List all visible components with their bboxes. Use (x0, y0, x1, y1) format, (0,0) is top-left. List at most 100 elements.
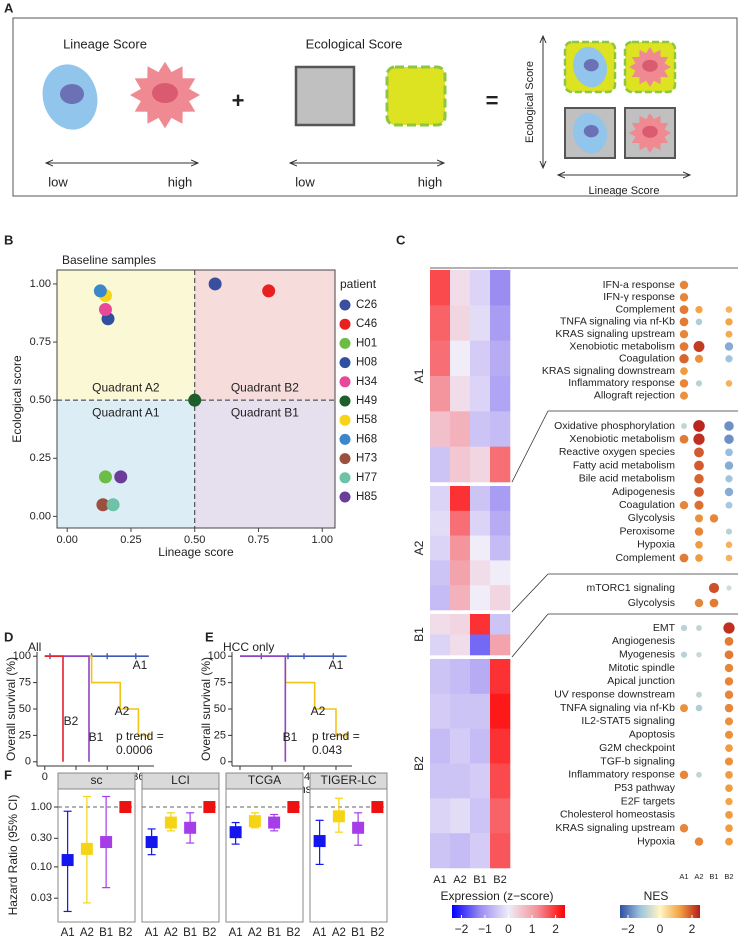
pathway-label: G2M checkpoint (599, 742, 675, 754)
pathway-label: Inflammatory response (568, 769, 675, 781)
nucleus (642, 125, 658, 138)
y-tick-label: 1.00 (31, 801, 52, 813)
connectors (430, 267, 738, 658)
point (93, 284, 107, 298)
heat-cell (430, 634, 451, 656)
curve-label: B2 (64, 714, 79, 728)
y-axis-title: Overall survival (%) (4, 657, 18, 761)
axis-text: low (48, 174, 68, 189)
legend-title: patient (340, 277, 377, 291)
legend-marker (339, 472, 351, 484)
legend-label: C46 (356, 318, 377, 330)
nes-dot (724, 690, 734, 699)
pathway-label: Glycolysis (628, 512, 675, 524)
heat-cell (470, 693, 491, 729)
legend-marker (339, 414, 351, 426)
heat-cell (490, 376, 511, 412)
operator: + (232, 88, 245, 113)
nes-dot (693, 433, 705, 445)
nes-dot (725, 330, 733, 338)
nes-dot (724, 717, 734, 726)
heat-cell (490, 411, 511, 447)
nes-dot (725, 837, 733, 846)
nes-dot (679, 770, 689, 780)
nes-dot (725, 501, 733, 509)
heat-cell (450, 763, 471, 799)
legend-label: H01 (356, 337, 377, 349)
nes-dot (725, 448, 733, 457)
x-tick-label: 0.25 (120, 534, 141, 546)
estimate (80, 842, 93, 855)
heat-cell (470, 614, 491, 635)
nes-dot (724, 650, 734, 660)
x-tick-label: A2 (453, 874, 466, 886)
point (208, 277, 222, 291)
nes-dot (679, 330, 689, 339)
y-axis-title: Hazard Ratio (95% CI) (6, 795, 20, 916)
heat-cell (450, 510, 471, 536)
legend-marker (339, 395, 351, 407)
x-tick-label: B2 (370, 927, 384, 939)
heat-cell (470, 510, 491, 536)
pathway-label: Mitotic spindle (608, 662, 675, 674)
heat-cell (430, 728, 451, 764)
heat-cell (430, 340, 451, 377)
x-tick-label: A1 (61, 927, 75, 939)
nes-dot (679, 704, 689, 713)
nes-dot (694, 598, 704, 608)
legend-marker (339, 376, 351, 388)
pathway-label: IL2-STAT5 signaling (581, 715, 675, 727)
nes-dot (696, 625, 702, 631)
nes-dot (694, 460, 704, 471)
panel-label: A (4, 0, 14, 15)
heat-cell (490, 270, 511, 306)
facet-title: TIGER-LC (320, 773, 376, 787)
legend-marker (339, 318, 351, 330)
legend-label: H49 (356, 395, 377, 407)
heat-cell (450, 340, 471, 377)
survival-curve (240, 655, 287, 762)
nes-dot (679, 391, 689, 400)
nes-dot (724, 636, 734, 646)
nes-dot (694, 837, 704, 846)
nes-dot (696, 691, 702, 698)
x-tick-label: B2 (202, 927, 216, 939)
heat-cell (450, 585, 471, 611)
nes-dot (679, 501, 689, 510)
diagram-title: Lineage Score (63, 36, 147, 51)
nes-dot (679, 280, 689, 290)
pathway-label: IFN-γ response (603, 291, 675, 303)
nes-dot (725, 824, 733, 833)
quadrant (57, 400, 195, 528)
heat-cell (430, 585, 451, 611)
colorbar-label: 0 (657, 922, 664, 936)
estimate (229, 826, 242, 839)
heat-cell (450, 305, 471, 341)
colorbar-label: 1 (529, 922, 536, 936)
high-eco-square (385, 65, 447, 127)
heat-cell (450, 411, 471, 447)
nes-dot (725, 541, 733, 549)
pathway-label: mTORC1 signaling (586, 582, 675, 594)
y-tick-label: 0.30 (31, 832, 52, 844)
legend-label: H58 (356, 414, 377, 426)
nes-dot (695, 318, 703, 326)
curve-label: A1 (133, 658, 148, 672)
nes-dot (694, 500, 704, 510)
nes-dot (709, 514, 719, 523)
panel-label: D (4, 629, 13, 644)
nes-dot (694, 474, 704, 484)
nes-dot (679, 293, 689, 302)
nes-dot (725, 554, 733, 562)
x-tick-label: B1 (351, 927, 365, 939)
nes-dot (724, 677, 734, 686)
x-tick-label: A1 (313, 927, 327, 939)
estimate (248, 815, 261, 828)
heat-cell (430, 535, 451, 561)
quadrant-label: Quadrant A1 (92, 405, 160, 419)
block-label: A1 (412, 368, 426, 383)
point (98, 303, 112, 317)
heat-cell (450, 486, 471, 512)
nes-dot (708, 582, 720, 594)
